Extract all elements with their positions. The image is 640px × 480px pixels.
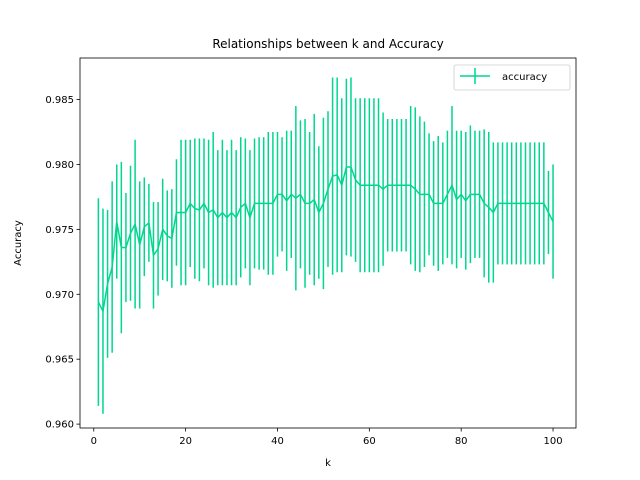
y-tick-label: 0.985 xyxy=(45,95,74,106)
chart-title: Relationships between k and Accuracy xyxy=(212,37,443,51)
y-axis-label: Accuracy xyxy=(13,220,24,266)
y-tick-label: 0.965 xyxy=(45,355,74,366)
x-tick-label: 80 xyxy=(455,436,468,447)
y-tick-label: 0.980 xyxy=(45,160,74,171)
plot-area xyxy=(97,77,554,414)
x-tick-label: 60 xyxy=(363,436,376,447)
legend: accuracy xyxy=(453,64,571,91)
legend-label: accuracy xyxy=(502,72,547,83)
axes-frame xyxy=(79,57,577,429)
series-line-accuracy xyxy=(97,166,554,312)
x-tick-label: 20 xyxy=(179,436,192,447)
y-axis: 0.960 0.965 0.970 0.975 0.980 0.985 xyxy=(45,95,80,431)
x-tick-label: 0 xyxy=(91,436,97,447)
x-tick-label: 100 xyxy=(543,436,562,447)
x-tick-label: 40 xyxy=(271,436,284,447)
x-axis: 0 20 40 60 80 100 xyxy=(91,428,563,447)
x-axis-label: k xyxy=(325,458,331,469)
y-tick-label: 0.960 xyxy=(45,420,74,431)
y-tick-label: 0.970 xyxy=(45,290,74,301)
y-tick-label: 0.975 xyxy=(45,225,74,236)
legend-box xyxy=(453,64,571,91)
